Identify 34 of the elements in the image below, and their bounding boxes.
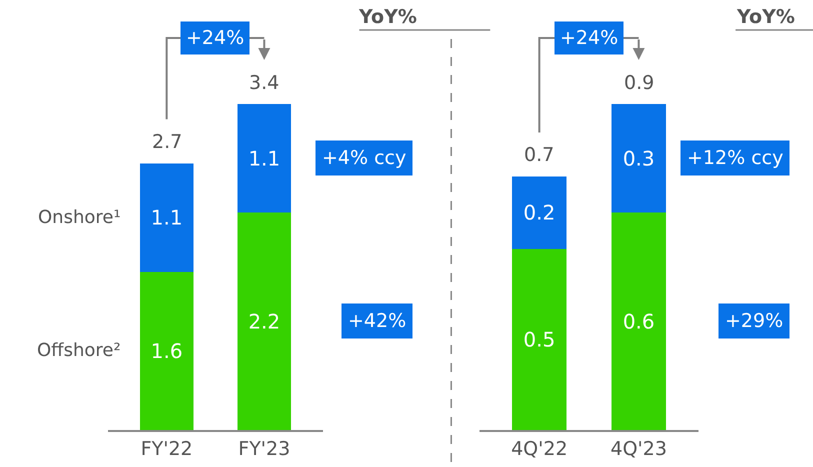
- x-tick-label: FY'23: [238, 438, 290, 460]
- data-label: 0.5: [523, 327, 556, 352]
- x-tick-label: 4Q'22: [511, 438, 568, 460]
- text: YoY%: [736, 6, 795, 28]
- x-tick-label: FY'22: [140, 438, 193, 460]
- bar: [237, 212, 292, 430]
- text: YoY%: [358, 6, 417, 28]
- total-label: 0.9: [624, 72, 654, 94]
- total-label: 0.7: [524, 144, 554, 166]
- data-label: 0.2: [523, 200, 556, 225]
- series-label: Onshore¹: [38, 207, 121, 228]
- text: +42%: [348, 310, 406, 332]
- bar: [611, 104, 666, 213]
- bar: [140, 272, 194, 430]
- data-label: 0.6: [622, 309, 655, 334]
- bar: [512, 248, 567, 430]
- x-tick-label: 4Q'23: [610, 438, 667, 460]
- total-label: 3.4: [249, 72, 280, 94]
- bar: [140, 163, 194, 272]
- total-label: 2.7: [152, 131, 182, 153]
- data-label: 2.2: [248, 309, 280, 334]
- text: +24%: [186, 27, 244, 49]
- data-label: 1.6: [150, 338, 183, 363]
- text: +29%: [725, 310, 784, 332]
- data-label: 0.3: [622, 146, 655, 170]
- series-label: Offshore²: [37, 340, 121, 361]
- data-label: 1.1: [248, 146, 280, 170]
- data-label: 1.1: [150, 206, 183, 230]
- annotation: +12% ccy: [687, 147, 784, 169]
- bar: [512, 176, 567, 249]
- bar: [611, 212, 666, 430]
- annotation: +4% ccy: [322, 147, 406, 169]
- bar: [237, 104, 292, 213]
- text: +24%: [560, 27, 618, 49]
